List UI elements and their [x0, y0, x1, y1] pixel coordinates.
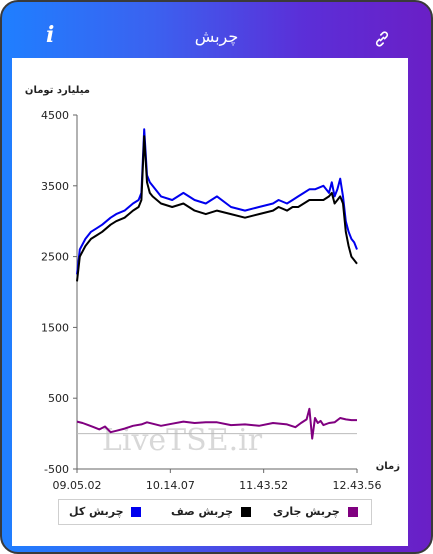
- legend-swatch-queue: [240, 507, 251, 517]
- legend-label-current: چربش جاری: [273, 505, 340, 518]
- x-tick-label: 10.14.07: [146, 479, 195, 492]
- y-tick-label: 3500: [41, 180, 69, 193]
- page-title: چربش: [194, 27, 239, 46]
- y-tick-label: 500: [48, 392, 69, 405]
- x-tick-label: 09.05.02: [53, 479, 102, 492]
- series-line-queue: [76, 135, 358, 282]
- y-tick-label: -500: [44, 463, 69, 476]
- chart-panel: [12, 58, 408, 546]
- legend-item-current[interactable]: چربش جاری: [273, 504, 358, 520]
- y-tick-label: 2500: [41, 251, 69, 264]
- y-axis-label: میلیارد تومان: [25, 85, 90, 96]
- legend-swatch-current: [347, 507, 358, 517]
- legend-label-total: چربش کل: [69, 505, 124, 518]
- legend-item-total[interactable]: چربش کل: [69, 504, 142, 520]
- legend-label-queue: چربش صف: [171, 505, 234, 518]
- series-line-current: [76, 407, 357, 440]
- link-icon[interactable]: [373, 30, 391, 48]
- x-axis-label: زمان: [376, 461, 400, 472]
- y-tick-label: 1500: [41, 321, 69, 334]
- legend-item-queue[interactable]: چربش صف: [171, 504, 251, 520]
- x-tick-label: 11.43.52: [239, 479, 288, 492]
- x-tick-label: 12.43.56: [333, 479, 382, 492]
- header: i چربش: [2, 2, 431, 58]
- watermark: LiveTSE.ir: [102, 423, 263, 458]
- legend: چربش کل چربش صف چربش جاری: [58, 499, 372, 525]
- series-line-total: [76, 128, 358, 275]
- info-icon[interactable]: i: [46, 22, 55, 48]
- legend-swatch-total: [131, 507, 142, 517]
- y-tick-label: 4500: [41, 109, 69, 122]
